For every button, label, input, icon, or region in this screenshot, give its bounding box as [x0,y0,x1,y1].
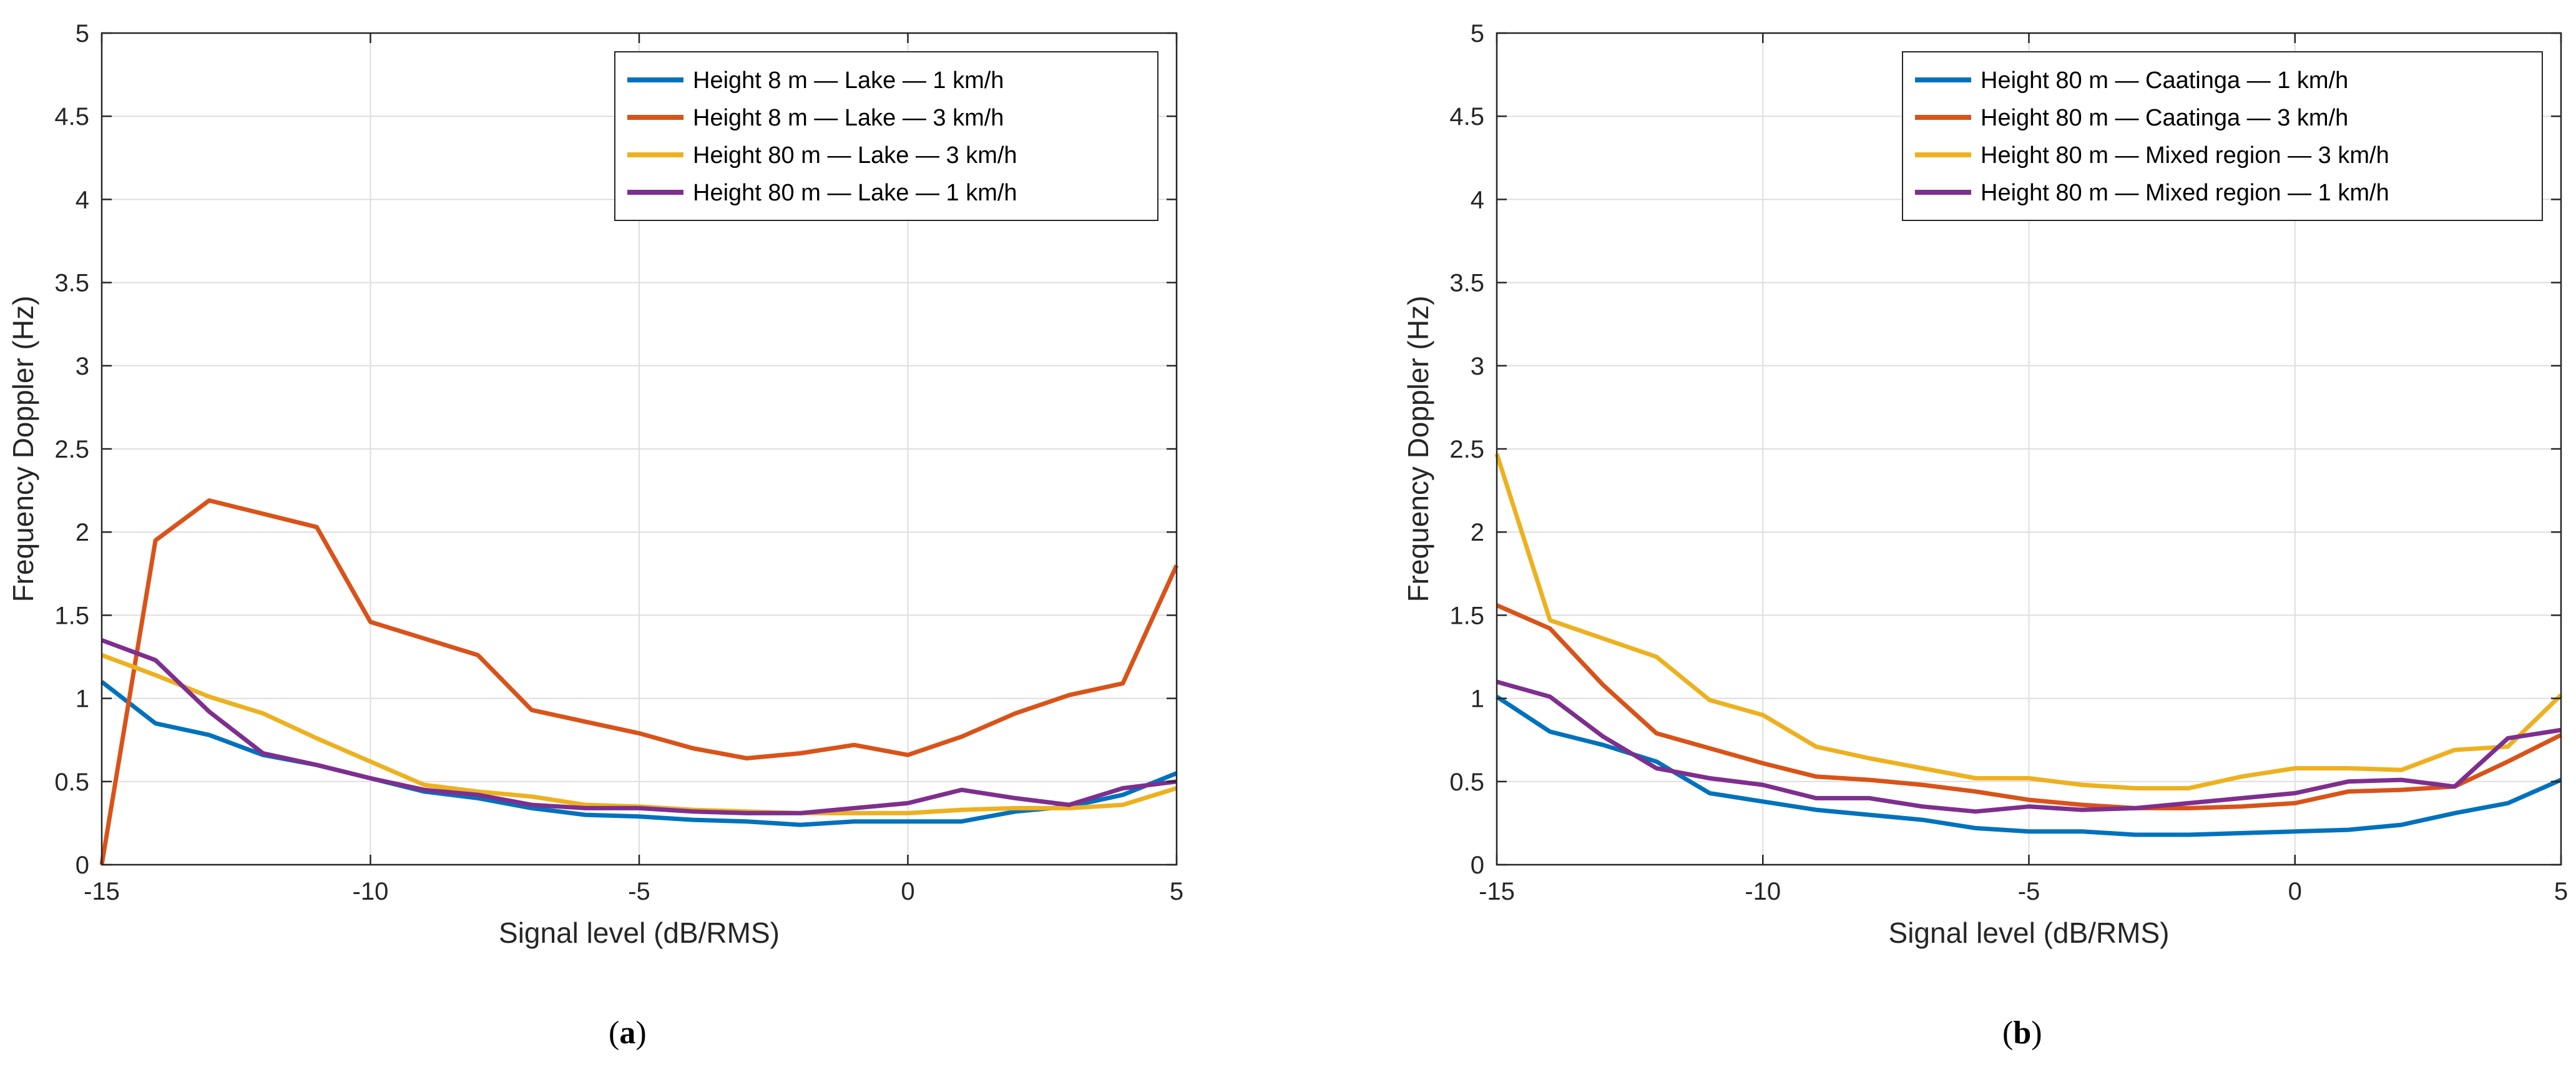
series-line-3 [1494,453,2563,790]
legend-entry: Height 80 m — Mixed region — 1 km/h [1981,180,2389,206]
y-tick-label: 1 [1471,686,1484,713]
y-tick-label: 1.5 [54,602,89,629]
x-tick-label: 5 [2554,878,2568,905]
y-tick-label: 2.5 [1449,436,1484,463]
y-tick-label: 0.5 [1449,769,1484,796]
y-tick-label: 1 [76,686,89,713]
legend-entry: Height 80 m — Mixed region — 3 km/h [1981,142,2389,169]
series-line-4 [1496,679,2562,814]
x-tick-label: 0 [901,878,914,905]
y-axis-label: Frequency Doppler (Hz) [1402,296,1434,602]
legend: Height 80 m — Caatinga — 1 km/h Height 80… [1902,51,2543,221]
legend-entry: Height 8 m — Lake — 3 km/h [693,105,1004,131]
chart-a: -15 -10 -5 0 5 0 0.5 1 1.5 2 2.5 3 3.5 4 4.5 5 Signal le… [7,20,1183,949]
legend-entry: Height 8 m — Lake — 1 km/h [693,67,1004,94]
legend-entry: Height 80 m — Lake — 3 km/h [693,142,1017,169]
y-tick-label: 4 [76,186,89,214]
y-tick-label: 0 [76,852,89,879]
legend-box [614,51,1158,221]
x-axis-label: Signal level (dB/RMS) [1889,917,2170,949]
y-tick-label: 4 [1471,186,1484,214]
y-tick-label: 3.5 [54,270,89,297]
legend-entry: Height 80 m — Lake — 1 km/h [693,180,1017,206]
x-tick-label: -5 [2018,878,2040,905]
chart-b: -15 -10 -5 0 5 0 0.5 1 1.5 2 2.5 3 3.5 4 4.5 5 Signal le… [1402,20,2568,949]
y-tick-label: 3 [76,353,89,380]
series-line-4 [100,638,1177,815]
legend: Height 8 m — Lake — 1 km/h Height 8 m — L… [614,51,1158,221]
y-tick-label: 0.5 [54,769,89,796]
x-tick-label: -5 [628,878,650,905]
x-tick-label: -15 [84,878,120,905]
legend-box [1902,51,2543,221]
series-line-2 [1496,603,2562,810]
y-tick-label: 0 [1471,852,1484,879]
x-tick-label: -15 [1479,878,1515,905]
y-tick-label: 5 [76,20,89,47]
y-axis-label: Frequency Doppler (Hz) [7,296,39,602]
x-tick-label: -10 [1745,878,1781,905]
y-tick-label: 4.5 [54,103,89,130]
x-tick-label: 0 [2288,878,2302,905]
y-tick-label: 1.5 [1449,602,1484,629]
y-tick-label: 4.5 [1449,103,1484,130]
caption-b: (b) [2002,1015,2042,1051]
y-tick-label: 2 [76,519,89,546]
y-tick-label: 2.5 [54,436,89,463]
x-tick-label: 5 [1170,878,1183,905]
x-tick-label: -10 [353,878,389,905]
y-tick-label: 5 [1471,20,1484,47]
y-tick-label: 3 [1471,353,1484,380]
y-tick-label: 2 [1471,519,1484,546]
legend-entry: Height 80 m — Caatinga — 3 km/h [1981,105,2348,131]
caption-a: (a) [609,1015,647,1051]
legend-entry: Height 80 m — Caatinga — 1 km/h [1981,67,2348,94]
series-line-2 [99,498,1179,865]
x-axis-label: Signal level (dB/RMS) [499,917,780,949]
y-tick-label: 3.5 [1449,270,1484,297]
